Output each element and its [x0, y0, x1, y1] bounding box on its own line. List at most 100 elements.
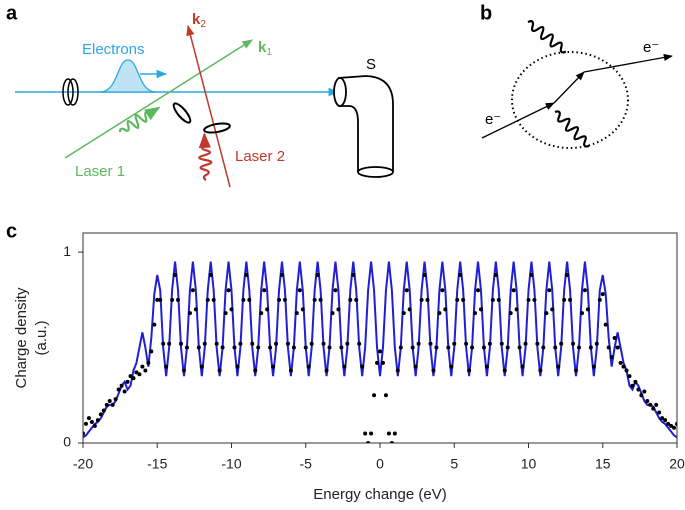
data-point — [176, 297, 181, 302]
data-point — [624, 368, 629, 373]
x-axis-label: Energy change (eV) — [313, 486, 446, 503]
y-axis-label: (a.u.) — [33, 320, 50, 355]
electron-path — [481, 102, 555, 139]
label: S — [366, 56, 376, 73]
data-point — [464, 341, 469, 346]
data-point — [348, 297, 353, 302]
data-point — [119, 383, 124, 388]
data-point — [571, 341, 576, 346]
data-point — [490, 297, 495, 302]
data-point — [532, 297, 537, 302]
data-point — [208, 273, 213, 277]
data-point — [597, 297, 602, 302]
label: Laser 1 — [75, 163, 125, 180]
data-point — [294, 311, 299, 316]
symbol: k — [258, 39, 267, 56]
x-tick-label: -15 — [147, 456, 167, 472]
data-point — [594, 341, 599, 346]
data-point — [187, 311, 192, 316]
data-line — [83, 261, 677, 439]
data-point — [241, 297, 246, 302]
data-point — [416, 341, 421, 346]
data-point — [342, 364, 347, 369]
x-tick-label: -5 — [300, 456, 313, 472]
data-point — [354, 297, 359, 302]
interaction-region — [511, 51, 629, 149]
data-point — [152, 322, 157, 327]
data-point — [229, 307, 234, 312]
data-point — [505, 345, 510, 350]
data-point — [588, 345, 593, 350]
x-tick-label: 20 — [669, 456, 685, 472]
data-point — [389, 441, 394, 443]
data-point — [262, 288, 267, 293]
data-point — [253, 368, 258, 373]
data-point — [306, 364, 311, 369]
data-point — [440, 288, 445, 293]
data-point — [134, 370, 139, 375]
laser1-beam — [64, 39, 253, 159]
data-point — [547, 288, 552, 293]
detector-end — [357, 166, 394, 178]
photon-wave — [554, 110, 590, 148]
data-point — [642, 389, 647, 394]
wavevector-label: k1 — [258, 39, 272, 58]
data-point — [419, 297, 424, 302]
data-point — [357, 341, 362, 346]
data-point — [585, 307, 590, 312]
data-point — [633, 379, 638, 384]
data-point — [202, 341, 207, 346]
x-tick-label: 10 — [521, 456, 537, 472]
data-point — [609, 355, 614, 360]
data-point — [627, 374, 632, 379]
data-point — [630, 383, 635, 388]
data-point — [410, 345, 415, 350]
data-point — [265, 307, 270, 312]
data-point — [574, 368, 579, 373]
data-point — [511, 288, 516, 293]
data-point — [404, 288, 409, 293]
data-point — [422, 273, 427, 277]
electron-pulse — [99, 59, 157, 93]
data-point — [173, 273, 178, 277]
ring — [62, 78, 74, 106]
data-point — [95, 418, 100, 423]
label: e⁻ — [643, 39, 659, 56]
data-point — [669, 423, 674, 428]
data-point — [523, 341, 528, 346]
x-tick-label: 0 — [376, 456, 384, 472]
data-point — [315, 273, 320, 277]
data-point — [181, 368, 186, 373]
data-point — [318, 297, 323, 302]
data-point — [89, 420, 94, 424]
wavevector-label: k2 — [192, 11, 206, 30]
data-point — [648, 402, 653, 407]
data-point — [473, 311, 478, 316]
data-point — [476, 288, 481, 293]
data-point — [128, 374, 133, 379]
data-point — [223, 311, 228, 316]
data-point — [339, 345, 344, 350]
data-point — [211, 297, 216, 302]
data-point — [467, 368, 472, 373]
symbol: k — [192, 11, 201, 28]
label: Electrons — [82, 41, 145, 58]
data-point — [529, 273, 534, 277]
data-point — [336, 307, 341, 312]
data-point — [250, 341, 255, 346]
plot-area — [83, 261, 677, 443]
data-point — [104, 402, 109, 407]
data-point — [277, 297, 282, 302]
data-point — [458, 273, 463, 277]
data-point — [143, 368, 148, 373]
data-point — [565, 273, 570, 277]
data-point — [360, 364, 365, 369]
data-point — [98, 412, 103, 417]
data-point — [247, 297, 252, 302]
data-point — [125, 379, 130, 384]
data-point — [470, 345, 475, 350]
data-point — [621, 364, 626, 369]
data-point — [291, 345, 296, 350]
data-point — [179, 341, 184, 346]
